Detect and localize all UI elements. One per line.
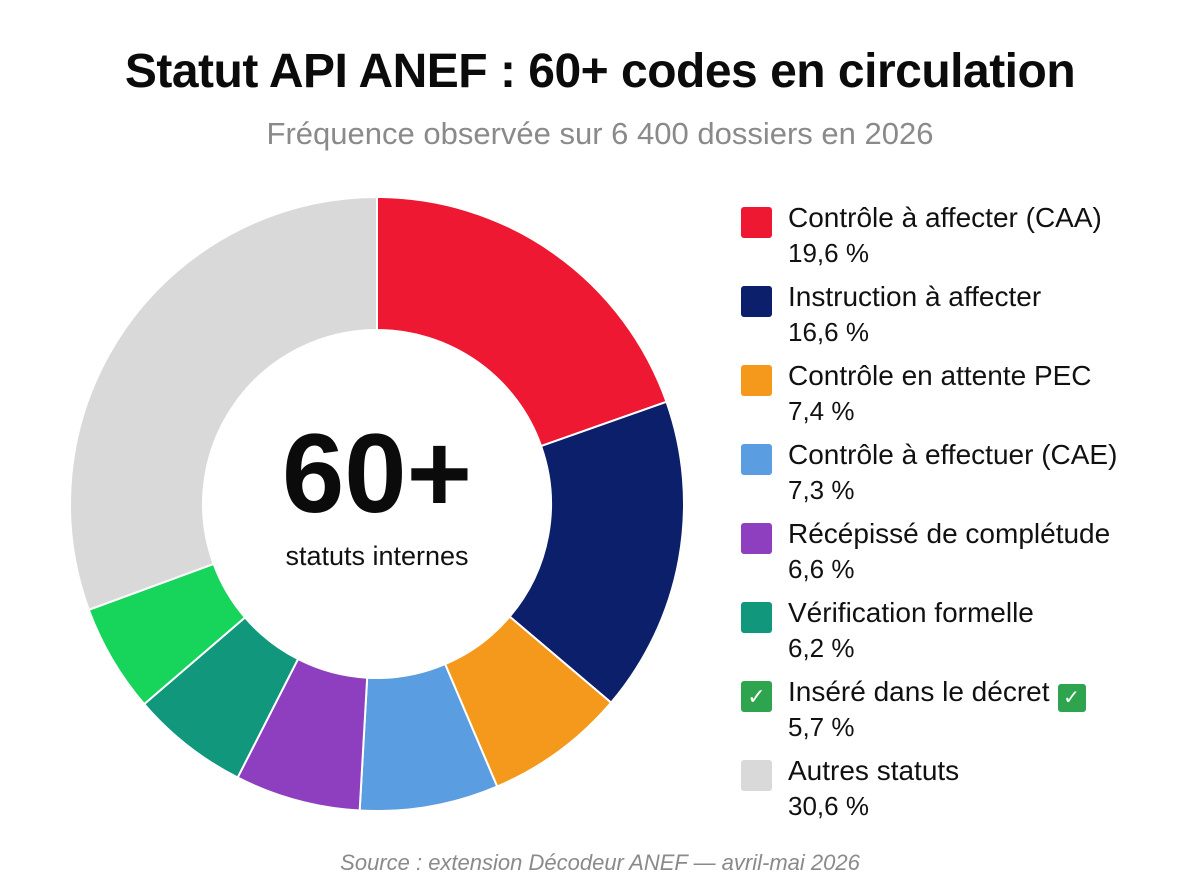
legend-label: Récépissé de complétude — [788, 518, 1110, 550]
legend-label-text: Contrôle à effectuer (CAE) — [788, 439, 1118, 470]
legend-value: 7,4 % — [788, 396, 855, 426]
legend-label-text: Instruction à affecter — [788, 281, 1042, 312]
check-mark-icon: ✓ — [741, 681, 772, 712]
legend-label-text: Autres statuts — [788, 755, 960, 786]
legend-label: Contrôle à affecter (CAA) — [788, 202, 1102, 234]
legend-swatch — [741, 286, 772, 317]
check-mark-icon: ✓ — [1057, 684, 1086, 712]
legend-item-4: Récépissé de complétude 6,6 % — [740, 516, 1180, 595]
donut-slice-1 — [508, 400, 685, 705]
legend-swatch — [741, 523, 772, 554]
chart-subtitle: Fréquence observée sur 6 400 dossiers en… — [266, 116, 934, 151]
legend-value: 6,2 % — [788, 633, 855, 663]
legend-label: Contrôle en attente PEC — [788, 360, 1092, 392]
legend-value: 16,6 % — [788, 317, 869, 347]
legend: Contrôle à affecter (CAA) 19,6 % Instructi… — [740, 200, 1180, 832]
legend-swatch — [741, 207, 772, 238]
legend-label: Autres statuts — [788, 755, 959, 787]
legend-label-text: Contrôle en attente PEC — [788, 360, 1092, 391]
donut-slice-7 — [69, 195, 378, 612]
center-value: 60+ — [282, 411, 472, 536]
legend-value: 6,6 % — [788, 554, 855, 584]
legend-label-text: Vérification formelle — [788, 597, 1034, 628]
legend-label-text: Contrôle à affecter (CAA) — [788, 202, 1102, 233]
legend-item-5: Vérification formelle 6,2 % — [740, 595, 1180, 674]
chart-title: Statut API ANEF : 60+ codes en circulati… — [124, 45, 1076, 98]
legend-item-6: ✓ Inséré dans le décret ✓ 5,7 % — [740, 674, 1180, 753]
legend-label: Contrôle à effectuer (CAE) — [788, 439, 1117, 471]
legend-label: Inséré dans le décret ✓ — [788, 676, 1086, 712]
legend-swatch — [741, 602, 772, 633]
donut-slice-0 — [376, 195, 668, 448]
legend-swatch — [741, 444, 772, 475]
legend-value: 30,6 % — [788, 791, 869, 821]
legend-item-0: Contrôle à affecter (CAA) 19,6 % — [740, 200, 1180, 279]
legend-item-3: Contrôle à effectuer (CAE) 7,3 % — [740, 437, 1180, 516]
legend-label: Instruction à affecter — [788, 281, 1041, 313]
source-note: Source : extension Décodeur ANEF — avril… — [340, 850, 860, 875]
legend-value: 7,3 % — [788, 475, 855, 505]
legend-value: 5,7 % — [788, 712, 855, 742]
legend-item-1: Instruction à affecter 16,6 % — [740, 279, 1180, 358]
legend-label-text: Récépissé de complétude — [788, 518, 1111, 549]
legend-swatch — [741, 365, 772, 396]
legend-label: Vérification formelle — [788, 597, 1034, 629]
legend-item-7: Autres statuts 30,6 % — [740, 753, 1180, 832]
donut-chart: 60+ statuts internes — [69, 195, 685, 812]
legend-value: 19,6 % — [788, 238, 869, 268]
legend-item-2: Contrôle en attente PEC 7,4 % — [740, 358, 1180, 437]
center-label: statuts internes — [285, 541, 468, 571]
legend-swatch — [741, 760, 772, 791]
legend-label-text: Inséré dans le décret — [788, 676, 1050, 707]
